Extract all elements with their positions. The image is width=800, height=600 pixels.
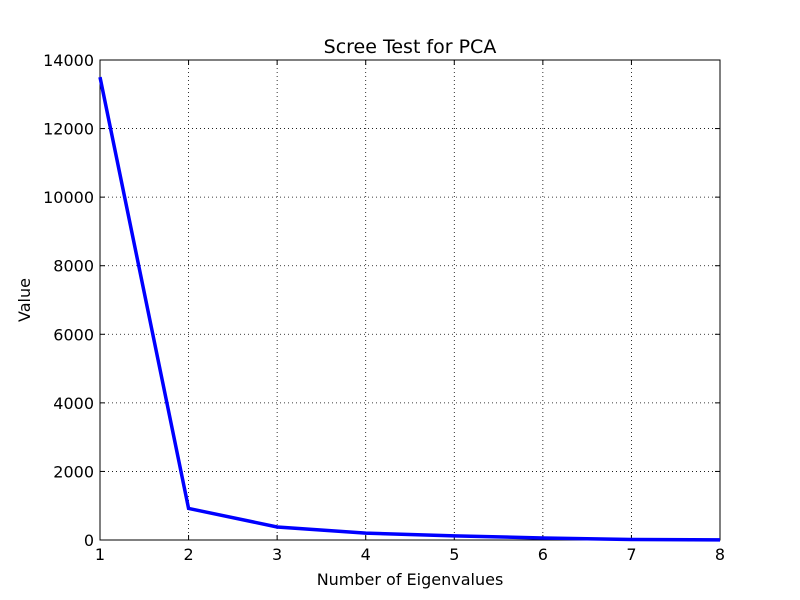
y-tick-label: 14000 bbox=[43, 51, 94, 70]
x-tick-label: 7 bbox=[626, 545, 636, 564]
y-tick-label: 4000 bbox=[53, 394, 94, 413]
x-tick-label: 6 bbox=[538, 545, 548, 564]
series-line bbox=[98, 76, 721, 542]
x-tick-label: 4 bbox=[361, 545, 371, 564]
x-tick-label: 5 bbox=[449, 545, 459, 564]
axis-ticks: 1 2 3 4 5 6 7 8 0 2000 4000 6000 8000 10000 12000 14000 bbox=[43, 51, 725, 564]
x-tick-label: 2 bbox=[183, 545, 193, 564]
grid-lines bbox=[100, 60, 720, 540]
series-group bbox=[98, 76, 721, 542]
x-tick-label: 3 bbox=[272, 545, 282, 564]
y-axis-label: Value bbox=[15, 278, 34, 322]
y-tick-label: 8000 bbox=[53, 257, 94, 276]
x-tick-label: 1 bbox=[95, 545, 105, 564]
y-tick-label: 12000 bbox=[43, 120, 94, 139]
plot-frame bbox=[99, 59, 721, 541]
y-tick-label: 2000 bbox=[53, 462, 94, 481]
y-tick-label: 10000 bbox=[43, 188, 94, 207]
x-axis-label: Number of Eigenvalues bbox=[317, 570, 504, 589]
x-tick-label: 8 bbox=[715, 545, 725, 564]
y-tick-label: 0 bbox=[84, 531, 94, 550]
y-tick-label: 6000 bbox=[53, 325, 94, 344]
chart-title: Scree Test for PCA bbox=[324, 36, 497, 58]
